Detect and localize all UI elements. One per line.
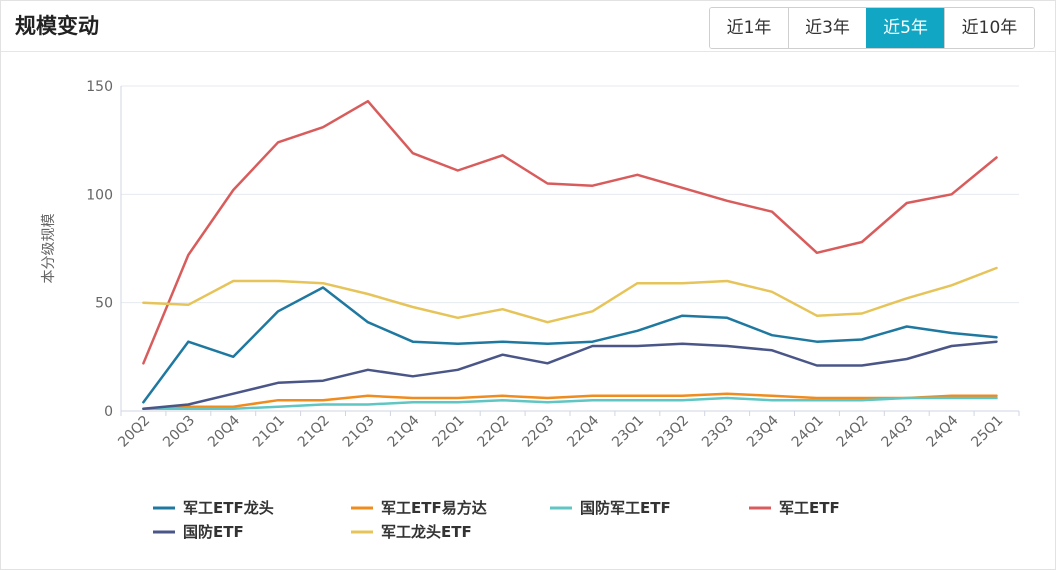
x-tick-label: 24Q3 [879, 413, 917, 451]
x-tick-label: 20Q2 [115, 413, 153, 451]
x-tick-label: 23Q1 [609, 413, 647, 451]
series-line [142, 396, 998, 411]
series-lines [142, 99, 998, 411]
y-axis-label: 本分级规模 [41, 214, 57, 284]
series-line [142, 340, 998, 411]
legend-item-label[interactable]: 国防军工ETF [580, 499, 671, 517]
legend-item-label[interactable]: 军工龙头ETF [381, 523, 472, 541]
grid-lines [121, 85, 1019, 304]
series-line [142, 392, 998, 411]
x-tick-label: 20Q3 [160, 413, 198, 451]
y-tick-label: 150 [86, 79, 113, 95]
x-tick-label: 22Q2 [474, 413, 512, 451]
series-line [142, 99, 998, 365]
x-tick-label: 21Q1 [250, 413, 288, 451]
panel-header: 规模变动 近1年 近3年 近5年 近10年 [1, 1, 1055, 52]
y-tick-label: 0 [104, 404, 113, 420]
range-button-3y[interactable]: 近3年 [788, 8, 866, 48]
series-line [142, 286, 998, 404]
series-line [142, 266, 998, 324]
legend-item-label[interactable]: 国防ETF [183, 523, 244, 541]
x-tick-label: 24Q4 [923, 412, 961, 450]
x-tick-label: 21Q2 [295, 413, 333, 451]
x-tick-label: 21Q3 [340, 413, 378, 451]
x-tick-label: 22Q4 [564, 412, 602, 450]
x-tick-label: 23Q3 [699, 413, 737, 451]
x-tick-label: 24Q2 [834, 413, 872, 451]
x-tick-label: 25Q1 [968, 413, 1006, 451]
x-tick-label: 21Q4 [385, 412, 423, 450]
range-button-5y[interactable]: 近5年 [866, 8, 944, 48]
x-tick-label: 23Q2 [654, 413, 692, 451]
legend[interactable]: 军工ETF龙头 军工ETF易方达 国防军工ETF 军工ETF 国防ETF 军工龙头ETF [153, 499, 840, 541]
legend-item-label[interactable]: 军工ETF龙头 [183, 499, 274, 517]
y-tick-label: 100 [86, 187, 113, 203]
x-tick-label: 20Q4 [205, 412, 243, 450]
legend-item-label[interactable]: 军工ETF易方达 [381, 499, 487, 517]
x-tick-label: 24Q1 [789, 413, 827, 451]
x-tick-label: 22Q1 [430, 413, 468, 451]
legend-item-label[interactable]: 军工ETF [779, 499, 840, 517]
x-tick-label: 23Q4 [744, 412, 782, 450]
range-button-10y[interactable]: 近10年 [944, 8, 1034, 48]
range-button-1y[interactable]: 近1年 [710, 8, 788, 48]
time-range-selector: 近1年 近3年 近5年 近10年 [709, 7, 1035, 49]
panel-title: 规模变动 [15, 14, 99, 38]
y-tick-label: 50 [95, 296, 113, 312]
x-tick-label: 22Q3 [519, 413, 557, 451]
